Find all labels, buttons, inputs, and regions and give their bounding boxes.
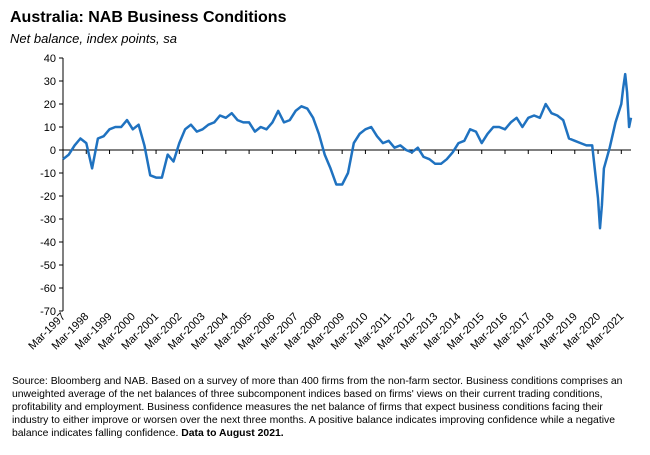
y-tick-label: -10	[40, 168, 56, 180]
y-tick-label: 20	[44, 99, 56, 111]
y-tick-label: 10	[44, 122, 56, 134]
y-tick-label: -70	[40, 306, 56, 318]
y-tick-label: 30	[44, 76, 56, 88]
y-tick-label: 0	[50, 145, 56, 157]
source-bold: Data to August 2021.	[181, 428, 284, 439]
chart-title: Australia: NAB Business Conditions	[10, 9, 287, 26]
y-tick-label: 40	[44, 53, 56, 65]
source-note: Source: Bloomberg and NAB. Based on a su…	[12, 375, 642, 440]
y-tick-label: -30	[40, 214, 56, 226]
source-text: Source: Bloomberg and NAB. Based on a su…	[12, 376, 623, 439]
y-tick-label: -50	[40, 260, 56, 272]
data-line	[62, 72, 633, 230]
y-tick-label: -40	[40, 237, 56, 249]
chart: Australia: NAB Business Conditions Net b…	[10, 9, 633, 352]
y-tick-label: -60	[40, 283, 56, 295]
y-tick-label: -20	[40, 191, 56, 203]
chart-subtitle: Net balance, index points, sa	[10, 31, 177, 46]
